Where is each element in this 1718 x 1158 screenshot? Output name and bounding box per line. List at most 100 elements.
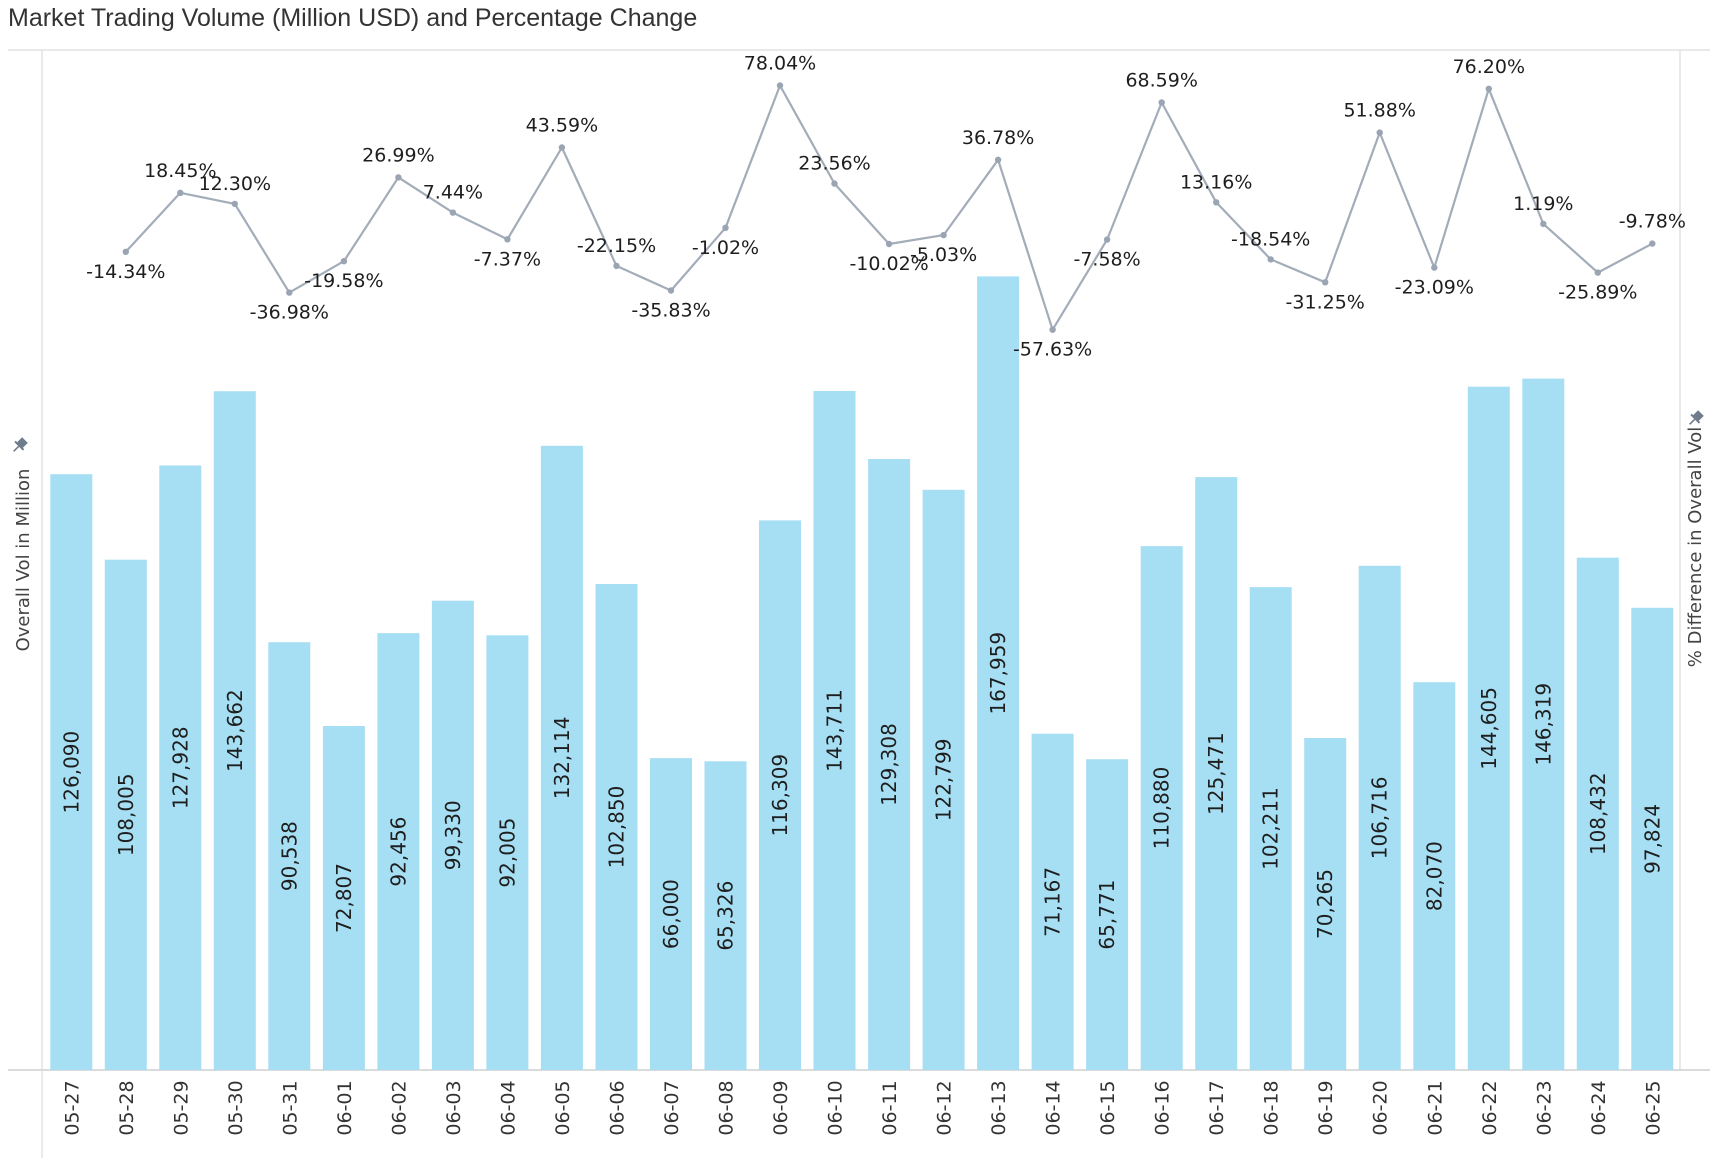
- x-tick-label: 06-18: [1261, 1080, 1283, 1135]
- x-tick-label: 06-07: [661, 1080, 683, 1135]
- pct-point-06-22[interactable]: [1485, 85, 1493, 93]
- pct-point-06-15[interactable]: [1103, 236, 1111, 243]
- bar-value-label: 108,005: [114, 773, 138, 856]
- bar-06-20[interactable]: [1358, 565, 1401, 1070]
- bar-value-label: 102,211: [1259, 787, 1283, 870]
- bar-value-label: 127,928: [168, 726, 192, 809]
- pct-value-label: -25.89%: [1558, 282, 1637, 304]
- x-tick-label: 06-16: [1152, 1080, 1174, 1135]
- pct-point-06-08[interactable]: [722, 224, 729, 231]
- bar-05-28[interactable]: [104, 559, 147, 1070]
- pct-value-label: 12.30%: [199, 173, 271, 195]
- bar-06-15[interactable]: [1086, 759, 1129, 1070]
- x-tick-label: 06-15: [1097, 1080, 1119, 1135]
- bar-06-14[interactable]: [1031, 733, 1074, 1070]
- pct-value-label: 43.59%: [526, 115, 598, 137]
- bar-value-label: 92,456: [386, 817, 410, 887]
- bar-05-30[interactable]: [213, 391, 256, 1070]
- bar-value-label: 125,471: [1204, 732, 1228, 815]
- bar-06-24[interactable]: [1576, 557, 1619, 1070]
- pct-point-06-12[interactable]: [940, 231, 947, 239]
- bar-05-29[interactable]: [159, 465, 202, 1071]
- bar-06-10[interactable]: [813, 391, 856, 1070]
- pct-point-06-11[interactable]: [885, 240, 893, 248]
- bar-06-23[interactable]: [1522, 378, 1565, 1071]
- pct-point-06-03[interactable]: [449, 209, 457, 216]
- bar-06-19[interactable]: [1304, 738, 1347, 1070]
- pct-point-06-19[interactable]: [1322, 279, 1329, 286]
- pct-point-06-21[interactable]: [1431, 264, 1438, 271]
- x-tick-label: 06-11: [879, 1080, 901, 1135]
- bar-value-label: 99,330: [441, 800, 465, 870]
- pct-point-06-01[interactable]: [340, 258, 348, 265]
- bar-value-label: 72,807: [332, 863, 356, 933]
- pct-value-label: 68.59%: [1125, 70, 1197, 92]
- bar-value-label: 97,824: [1640, 804, 1664, 874]
- bar-06-02[interactable]: [377, 633, 420, 1070]
- line-layer: -14.34% 18.45%12.30% -36.98% -19.58% 26.99% 7…: [86, 53, 1686, 361]
- bar-06-18[interactable]: [1249, 587, 1292, 1070]
- pct-point-06-06[interactable]: [613, 262, 620, 270]
- bar-06-25[interactable]: [1631, 607, 1674, 1070]
- bar-06-21[interactable]: [1413, 682, 1456, 1070]
- pct-point-06-16[interactable]: [1158, 99, 1165, 106]
- pct-point-06-02[interactable]: [395, 174, 402, 181]
- pct-point-06-14[interactable]: [1049, 326, 1056, 333]
- pct-point-05-30[interactable]: [231, 200, 238, 208]
- pct-point-06-18[interactable]: [1267, 256, 1274, 263]
- bar-06-07[interactable]: [650, 758, 692, 1070]
- right-pin-icon[interactable]: [1685, 409, 1705, 429]
- x-tick-label: 06-08: [716, 1080, 738, 1135]
- x-tick-label: 05-28: [116, 1080, 138, 1135]
- bar-06-04[interactable]: [486, 635, 529, 1070]
- bar-06-03[interactable]: [431, 600, 474, 1070]
- pct-value-label: -7.58%: [1073, 249, 1140, 271]
- pct-point-06-20[interactable]: [1376, 129, 1383, 136]
- bar-value-label: 126,090: [59, 731, 83, 814]
- bar-06-16[interactable]: [1140, 546, 1183, 1070]
- pct-point-06-07[interactable]: [667, 287, 675, 294]
- pct-value-label: -18.54%: [1231, 228, 1310, 250]
- bar-05-27[interactable]: [50, 474, 93, 1070]
- bar-05-31[interactable]: [268, 642, 311, 1070]
- bar-06-12[interactable]: [922, 489, 965, 1070]
- bar-value-label: 90,538: [277, 821, 301, 891]
- pct-point-05-31[interactable]: [286, 289, 293, 296]
- x-tick-label: 06-17: [1206, 1080, 1228, 1135]
- pct-point-06-04[interactable]: [504, 236, 511, 243]
- x-tick-label: 06-14: [1043, 1080, 1065, 1135]
- bar-06-08[interactable]: [704, 761, 747, 1070]
- bar-06-11[interactable]: [868, 459, 911, 1070]
- pct-value-label: 36.78%: [962, 127, 1034, 149]
- pct-value-label: 51.88%: [1343, 100, 1415, 122]
- bar-06-01[interactable]: [322, 726, 365, 1070]
- left-pin-icon[interactable]: [9, 436, 29, 456]
- y2-axis-title: % Difference in Overall Vol: [1685, 427, 1706, 667]
- pct-point-06-24[interactable]: [1594, 269, 1602, 276]
- bar-06-09[interactable]: [759, 520, 801, 1070]
- pct-point-06-05[interactable]: [558, 144, 566, 151]
- x-tick-label: 05-27: [61, 1080, 83, 1135]
- bar-06-06[interactable]: [595, 584, 638, 1070]
- bar-06-22[interactable]: [1467, 386, 1510, 1070]
- pct-value-label: 7.44%: [423, 182, 483, 204]
- pct-point-06-17[interactable]: [1213, 199, 1220, 206]
- pct-point-06-25[interactable]: [1649, 240, 1656, 247]
- bar-value-label: 92,005: [495, 818, 519, 888]
- pct-point-05-28[interactable]: [122, 248, 129, 255]
- pct-point-06-10[interactable]: [831, 180, 838, 187]
- pct-point-06-09[interactable]: [776, 82, 784, 89]
- pct-value-label: -9.78%: [1619, 211, 1686, 233]
- bar-value-label: 167,959: [986, 632, 1010, 715]
- pct-point-06-23[interactable]: [1540, 220, 1547, 228]
- bar-06-17[interactable]: [1195, 477, 1238, 1071]
- bar-06-13[interactable]: [977, 276, 1020, 1070]
- bar-06-05[interactable]: [540, 445, 583, 1070]
- chart-title: Market Trading Volume (Million USD) and …: [8, 4, 698, 32]
- pct-value-label: -5.03%: [910, 244, 977, 266]
- pct-point-05-29[interactable]: [177, 189, 184, 196]
- pct-point-06-13[interactable]: [994, 156, 1002, 163]
- bar-value-label: 146,319: [1531, 683, 1555, 766]
- pct-value-label: -22.15%: [577, 235, 656, 257]
- x-tick-label: 06-22: [1479, 1080, 1501, 1135]
